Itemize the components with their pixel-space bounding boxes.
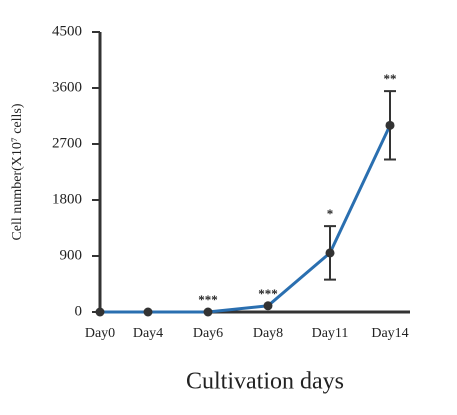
data-point xyxy=(263,301,273,311)
x-tick-label: Day4 xyxy=(133,326,163,341)
data-point xyxy=(325,248,335,258)
significance-label: *** xyxy=(258,286,278,301)
x-tick-label: Day0 xyxy=(85,326,115,341)
y-tick-label: 1800 xyxy=(52,191,82,207)
x-tick-label: Day11 xyxy=(312,326,349,341)
data-point xyxy=(143,307,153,317)
x-tick-label: Day14 xyxy=(371,326,408,341)
significance-label: *** xyxy=(198,292,218,307)
significance-label: * xyxy=(327,206,334,221)
x-tick-label: Day6 xyxy=(193,326,223,341)
y-tick-label: 0 xyxy=(75,303,83,319)
x-axis-title: Cultivation days xyxy=(186,369,344,395)
y-tick-label: 2700 xyxy=(52,135,82,151)
x-tick-label: Day8 xyxy=(253,326,283,341)
y-tick-label: 3600 xyxy=(52,79,82,95)
y-tick-label: 4500 xyxy=(52,23,82,39)
data-point xyxy=(385,120,395,130)
data-point xyxy=(203,307,213,317)
data-line xyxy=(100,124,392,314)
y-tick-label: 900 xyxy=(60,247,83,263)
y-axis-title: Cell number(X10⁷ cells) xyxy=(10,103,25,240)
data-point xyxy=(95,307,105,317)
significance-label: ** xyxy=(384,71,397,86)
